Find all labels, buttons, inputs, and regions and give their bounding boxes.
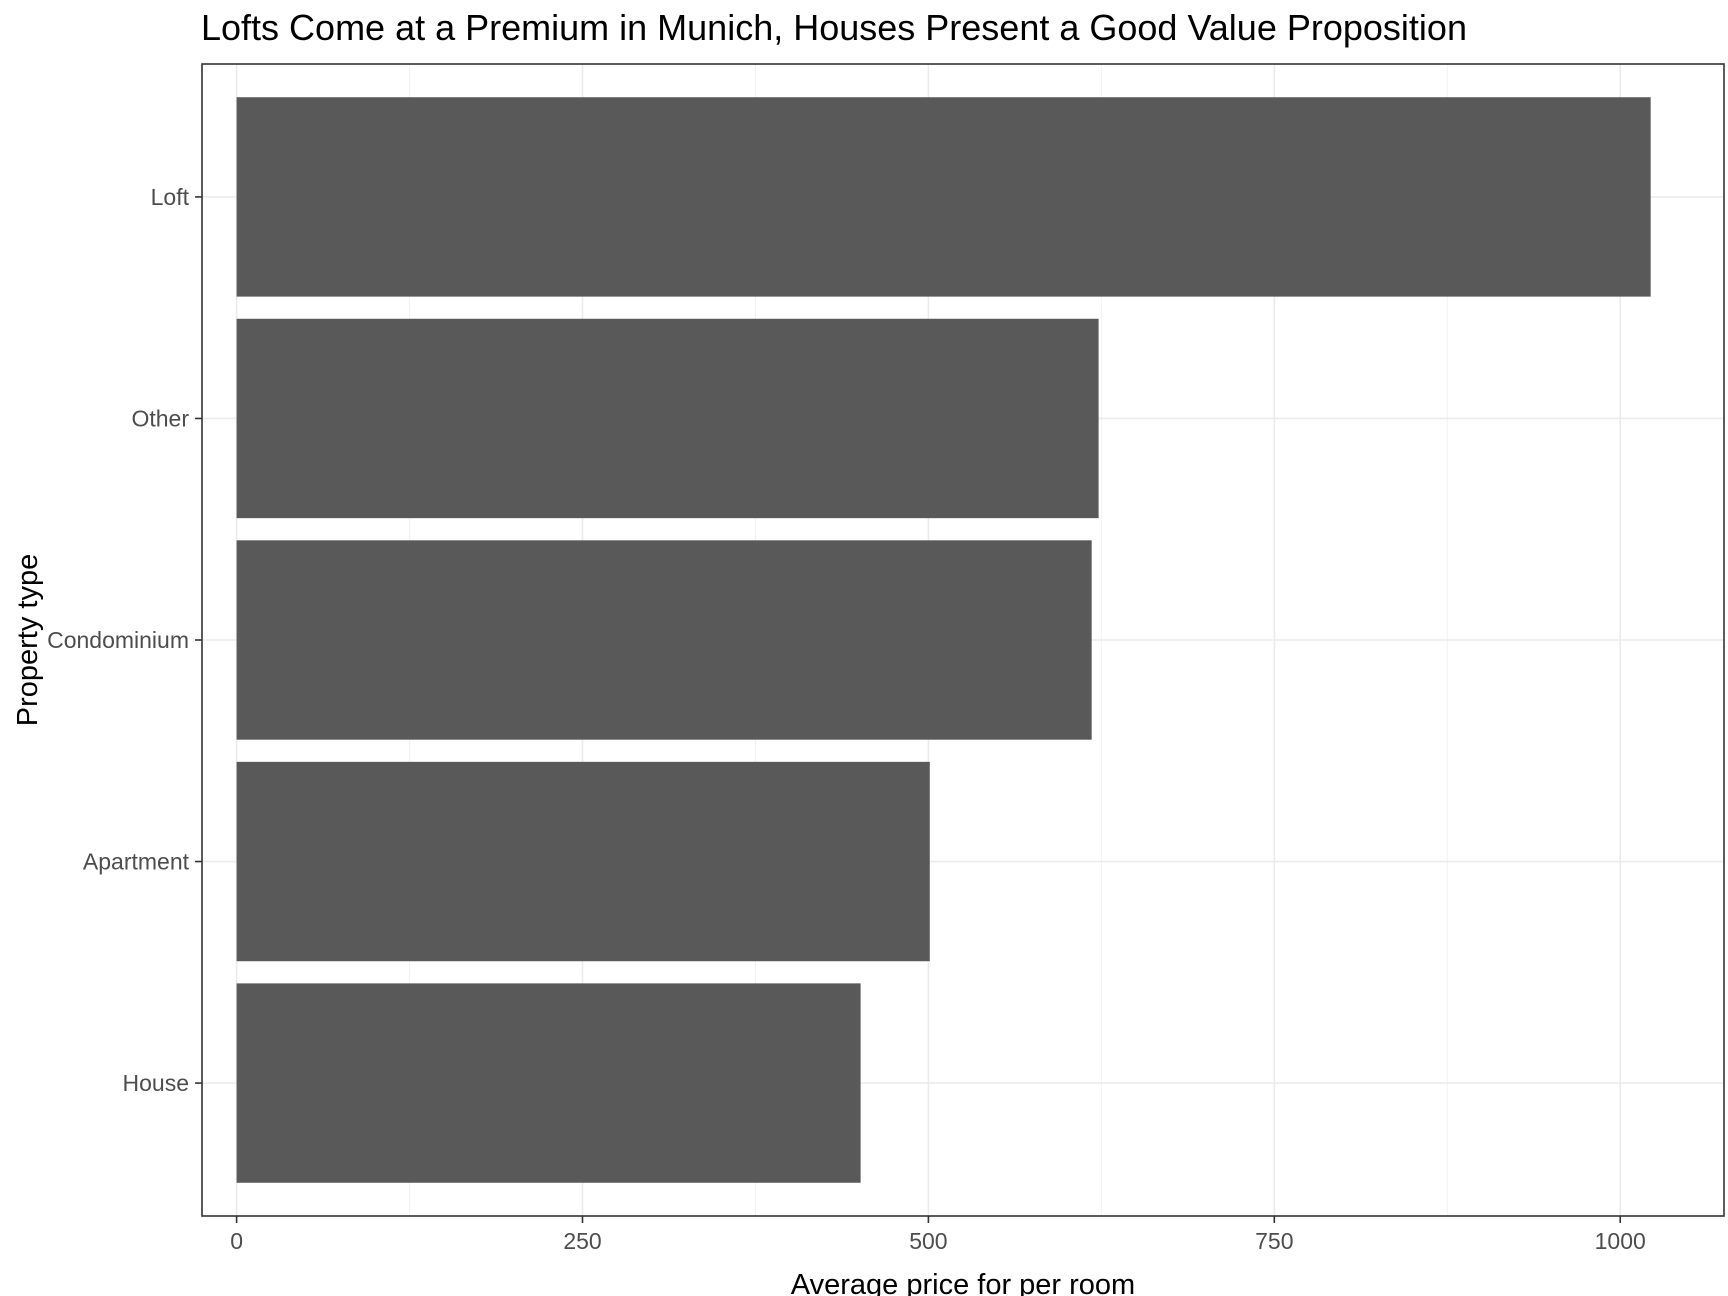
bar-apartment	[236, 761, 930, 962]
y-axis: Loft Other Condominium Apartment House	[47, 184, 202, 1096]
x-tick-label: 500	[909, 1228, 947, 1254]
y-tick-label: Other	[131, 405, 189, 431]
x-tick-label: 250	[563, 1228, 601, 1254]
bars	[236, 97, 1651, 1183]
y-axis-title: Property type	[12, 554, 44, 726]
chart-title: Lofts Come at a Premium in Munich, House…	[201, 7, 1467, 48]
bar-house	[236, 983, 861, 1183]
x-tick-label: 1000	[1595, 1228, 1646, 1254]
bar-loft	[236, 97, 1651, 297]
bar-other	[236, 318, 1099, 519]
y-tick-label: Condominium	[47, 627, 189, 653]
y-tick-label: Loft	[151, 184, 190, 210]
x-tick-label: 0	[230, 1228, 243, 1254]
x-axis-title: Average price for per room	[791, 1269, 1135, 1296]
y-tick-label: Apartment	[83, 849, 190, 875]
y-tick-label: House	[123, 1070, 189, 1096]
bar-condominium	[236, 540, 1092, 740]
x-axis: 0 250 500 750 1000	[230, 1216, 1646, 1254]
x-tick-label: 750	[1255, 1228, 1293, 1254]
